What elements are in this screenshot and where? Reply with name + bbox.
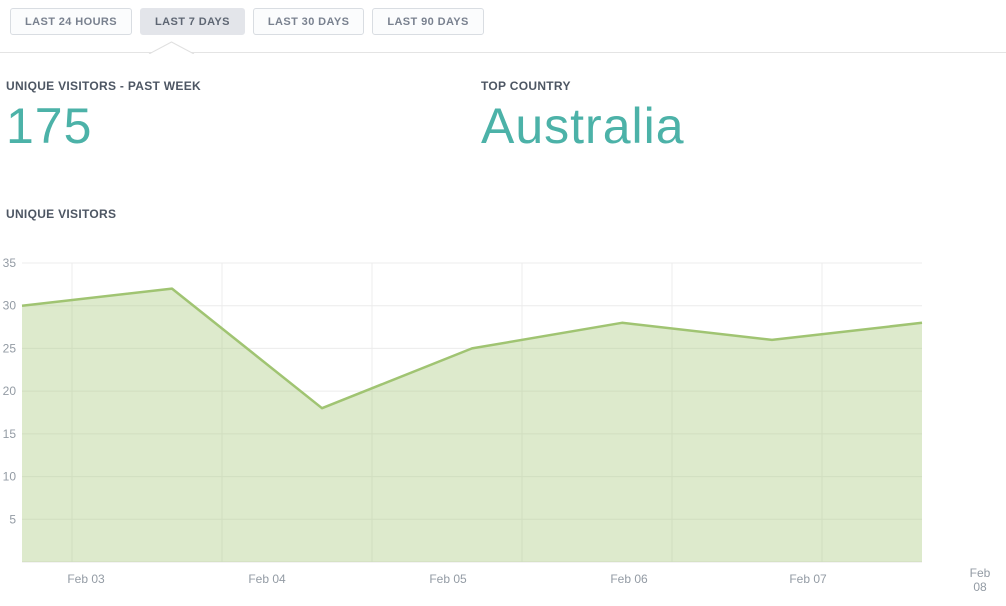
y-tick-label: 35 [3,256,17,270]
range-button-last-30-days[interactable]: LAST 30 DAYS [252,8,365,35]
y-tick-label: 20 [3,384,17,398]
stat-top-country: TOP COUNTRY Australia [481,79,685,151]
stat-label: TOP COUNTRY [481,79,571,93]
x-tick-label: Feb 04 [248,572,286,586]
area-fill [22,288,922,562]
unique-visitors-area-chart: 5 10 15 20 25 30 35 Feb 03 Feb 04 Feb 05 Feb 06 Feb… [3,256,991,594]
y-tick-label: 15 [3,427,17,441]
time-range-toolbar: LAST 24 HOURS LAST 7 DAYS LAST 30 DAYS L… [10,8,484,35]
trend-line [21,287,923,410]
stat-value: Australia [481,98,685,154]
range-button-last-7-days[interactable]: LAST 7 DAYS [140,8,245,35]
range-button-last-90-days[interactable]: LAST 90 DAYS [372,8,484,35]
x-tick-label: Feb [970,566,991,580]
y-tick-label: 25 [3,341,17,355]
selected-tab-notch [148,41,195,54]
x-tick-label: Feb 06 [610,572,648,586]
y-tick-label: 10 [3,470,17,484]
range-button-last-24-hours[interactable]: LAST 24 HOURS [10,8,132,35]
y-tick-label: 30 [3,299,17,313]
stat-label: UNIQUE VISITORS - PAST WEEK [6,79,202,93]
chart-title: UNIQUE VISITORS [6,207,117,221]
stat-value: 175 [6,98,93,154]
y-tick-label: 5 [9,512,16,526]
stat-unique-visitors-past-week: UNIQUE VISITORS - PAST WEEK 175 [6,79,201,151]
x-tick-label: Feb 03 [67,572,105,586]
x-tick-label: 08 [973,580,987,594]
toolbar-divider [0,52,1006,53]
x-tick-label: Feb 05 [429,572,467,586]
x-tick-label: Feb 07 [789,572,827,586]
